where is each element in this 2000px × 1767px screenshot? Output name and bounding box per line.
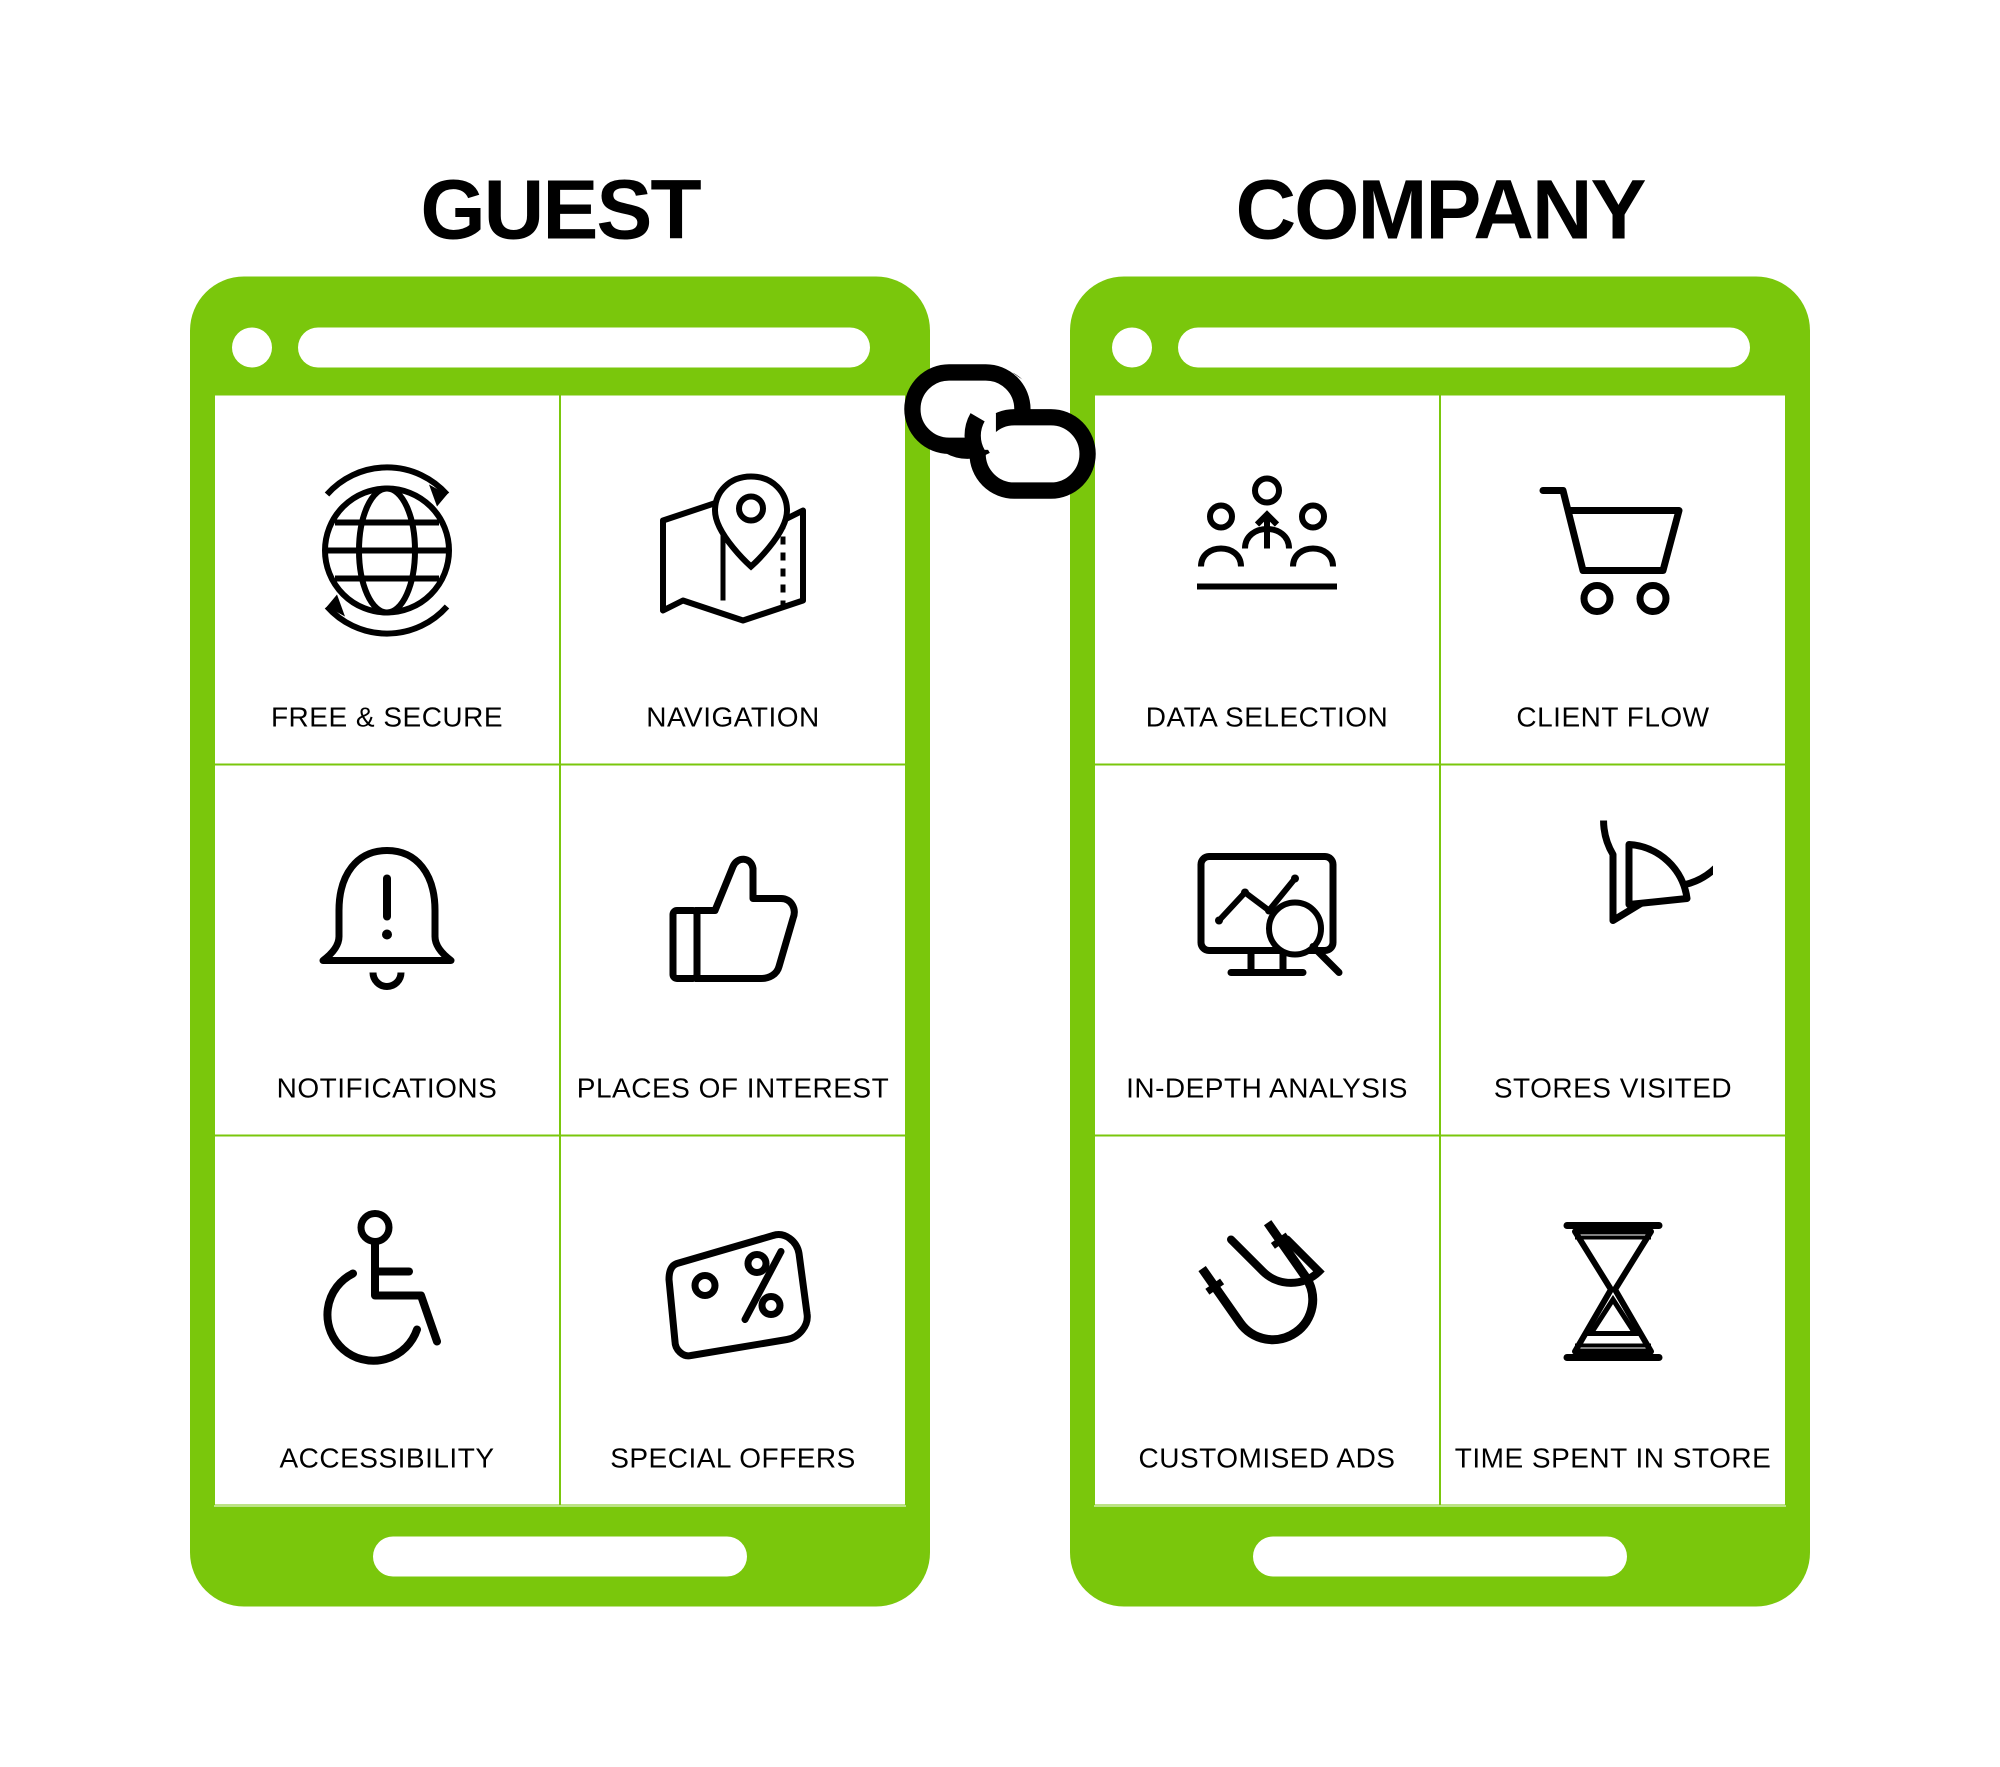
wheelchair-icon — [225, 1158, 549, 1425]
discount-tag-icon — [571, 1158, 895, 1425]
pie-chart-icon — [1451, 788, 1775, 1055]
cell-navigation: NAVIGATION — [560, 394, 906, 765]
home-slot-icon — [373, 1536, 747, 1576]
screen-analysis-icon — [1105, 788, 1429, 1055]
map-pin-icon — [571, 417, 895, 684]
company-title: COMPANY — [1235, 161, 1644, 258]
cell-customised-ads: CUSTOMISED ADS — [1094, 1135, 1440, 1506]
camera-dot-icon — [1112, 327, 1152, 367]
label-customised-ads: CUSTOMISED ADS — [1139, 1443, 1396, 1475]
label-client-flow: CLIENT FLOW — [1516, 702, 1709, 734]
cell-places-of-interest: PLACES OF INTEREST — [560, 765, 906, 1136]
guest-grid: FREE & SECURE NAVIGATION NOTIFICATIONS P… — [214, 394, 906, 1506]
label-accessibility: ACCESSIBILITY — [279, 1443, 494, 1475]
hourglass-icon — [1451, 1158, 1775, 1425]
guest-phone: FREE & SECURE NAVIGATION NOTIFICATIONS P… — [190, 276, 930, 1606]
cell-in-depth-analysis: IN-DEPTH ANALYSIS — [1094, 765, 1440, 1136]
bell-alert-icon — [225, 788, 549, 1055]
speaker-slot-icon — [298, 327, 870, 367]
cell-time-spent: TIME SPENT IN STORE — [1440, 1135, 1786, 1506]
label-special-offers: SPECIAL OFFERS — [610, 1443, 856, 1475]
label-in-depth-analysis: IN-DEPTH ANALYSIS — [1126, 1072, 1408, 1104]
phone-bottom-bar — [1094, 1506, 1786, 1606]
speaker-slot-icon — [1178, 327, 1750, 367]
infographic-stage: GUEST FREE & SECURE NAVIGATION NOTIFICAT… — [190, 161, 1810, 1606]
people-select-icon — [1105, 417, 1429, 684]
guest-title: GUEST — [420, 161, 699, 258]
label-free-secure: FREE & SECURE — [271, 702, 503, 734]
label-data-selection: DATA SELECTION — [1146, 702, 1388, 734]
label-navigation: NAVIGATION — [646, 702, 820, 734]
company-column: COMPANY DATA SELECTION CLIENT FLOW IN-DE… — [1070, 161, 1810, 1606]
cell-client-flow: CLIENT FLOW — [1440, 394, 1786, 765]
company-grid: DATA SELECTION CLIENT FLOW IN-DEPTH ANAL… — [1094, 394, 1786, 1506]
globe-rotate-icon — [225, 417, 549, 684]
company-phone: DATA SELECTION CLIENT FLOW IN-DEPTH ANAL… — [1070, 276, 1810, 1606]
guest-column: GUEST FREE & SECURE NAVIGATION NOTIFICAT… — [190, 161, 930, 1606]
label-notifications: NOTIFICATIONS — [277, 1072, 498, 1104]
shopping-cart-icon — [1451, 417, 1775, 684]
cell-data-selection: DATA SELECTION — [1094, 394, 1440, 765]
cell-accessibility: ACCESSIBILITY — [214, 1135, 560, 1506]
magnet-icon — [1105, 1158, 1429, 1425]
phone-bottom-bar — [214, 1506, 906, 1606]
thumbs-up-icon — [571, 788, 895, 1055]
label-places-of-interest: PLACES OF INTEREST — [577, 1072, 889, 1104]
cell-notifications: NOTIFICATIONS — [214, 765, 560, 1136]
label-stores-visited: STORES VISITED — [1494, 1072, 1732, 1104]
phone-top-bar — [214, 300, 906, 394]
chain-link-icon — [890, 351, 1110, 516]
phone-top-bar — [1094, 300, 1786, 394]
cell-free-secure: FREE & SECURE — [214, 394, 560, 765]
camera-dot-icon — [232, 327, 272, 367]
label-time-spent: TIME SPENT IN STORE — [1455, 1443, 1772, 1475]
home-slot-icon — [1253, 1536, 1627, 1576]
cell-special-offers: SPECIAL OFFERS — [560, 1135, 906, 1506]
cell-stores-visited: STORES VISITED — [1440, 765, 1786, 1136]
